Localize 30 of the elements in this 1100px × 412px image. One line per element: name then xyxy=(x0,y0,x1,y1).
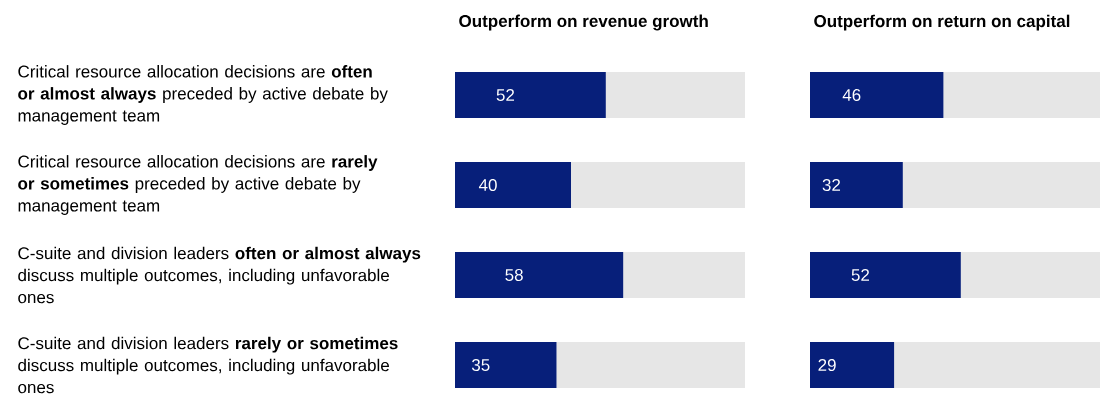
bar xyxy=(571,162,745,208)
y-tick-label: C-suite and division leaders often or almost always discuss multiple outcomes, including unfavorable ones xyxy=(18,246,421,304)
chart-title: Outperform on revenue growth xyxy=(459,14,708,31)
data-label: 32 xyxy=(822,178,841,192)
data-label: 52 xyxy=(496,88,515,102)
data-label: 40 xyxy=(478,178,497,192)
data-label: 35 xyxy=(471,358,490,372)
bar xyxy=(605,72,745,118)
y-tick-label: C-suite and division leaders rarely or sometimes discuss multiple outcomes, including unfavorable ones xyxy=(18,336,398,394)
bar xyxy=(810,72,944,118)
data-label: 58 xyxy=(505,268,523,282)
chart-title: Outperform on return on capital xyxy=(814,14,1070,31)
category-label: Critical resource allocation decisions are often or almost always preceded by active debate by management team xyxy=(18,65,388,125)
data-label: 46 xyxy=(842,88,861,102)
bar xyxy=(455,342,557,388)
bar xyxy=(455,72,606,118)
bar xyxy=(810,342,895,388)
bar xyxy=(455,162,571,208)
bar xyxy=(623,252,745,298)
bar xyxy=(810,162,903,208)
bar xyxy=(902,162,1100,208)
bar xyxy=(943,72,1100,118)
data-label: 29 xyxy=(818,358,836,372)
bar xyxy=(810,252,961,298)
bar xyxy=(960,252,1100,298)
data-label: 52 xyxy=(851,268,870,282)
bar xyxy=(894,342,1100,388)
bar xyxy=(556,342,745,388)
category-label: Critical resource allocation decisions are rarely or sometimes preceded by active debate by management team xyxy=(18,155,378,215)
bar xyxy=(455,252,624,298)
